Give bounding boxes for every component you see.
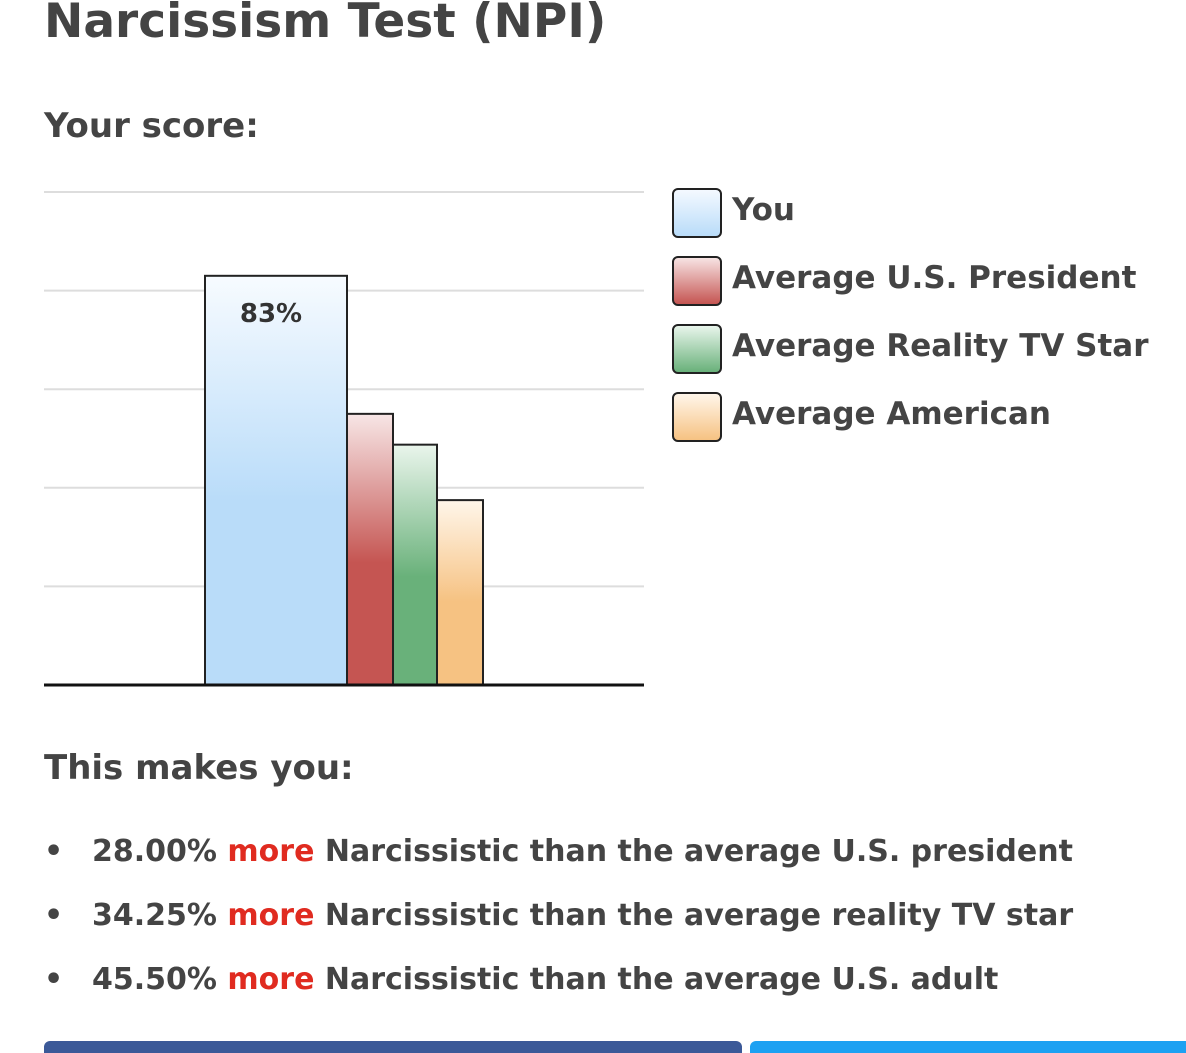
bar-average-reality-tv-star xyxy=(392,443,438,686)
legend-item-you: You xyxy=(672,188,1149,256)
comparison-list: • 28.00% more Narcissistic than the aver… xyxy=(44,834,1073,1026)
legend-label-you: You xyxy=(732,192,795,228)
bullet-icon: • xyxy=(44,962,64,997)
bar-average-u-s-president xyxy=(346,412,394,686)
comparison-percent: 45.50% xyxy=(92,962,217,997)
legend-label-average-reality-tv-star: Average Reality TV Star xyxy=(732,328,1149,364)
score-chart: 83% xyxy=(44,191,644,687)
comparison-text: Narcissistic than the average reality TV… xyxy=(324,898,1074,933)
legend-swatch-average-us-president xyxy=(672,256,722,306)
legend-swatch-average-reality-tv-star xyxy=(672,324,722,374)
comparison-more-word: more xyxy=(227,898,315,933)
comparison-item-reality-tv-star: • 34.25% more Narcissistic than the aver… xyxy=(44,898,1073,962)
makes-you-heading: This makes you: xyxy=(44,748,354,788)
comparison-text: Narcissistic than the average U.S. presi… xyxy=(324,834,1073,869)
comparison-text: Narcissistic than the average U.S. adult xyxy=(324,962,999,997)
comparison-item-us-adult: • 45.50% more Narcissistic than the aver… xyxy=(44,962,1073,1026)
bar-you xyxy=(204,274,348,686)
legend-item-average-us-president: Average U.S. President xyxy=(672,256,1149,324)
comparison-percent: 34.25% xyxy=(92,898,217,933)
legend-label-average-us-president: Average U.S. President xyxy=(732,260,1137,296)
legend-label-average-american: Average American xyxy=(732,396,1051,432)
page-title: Narcissism Test (NPI) xyxy=(44,0,607,49)
bullet-icon: • xyxy=(44,834,64,869)
score-heading: Your score: xyxy=(44,106,259,146)
comparison-percent: 28.00% xyxy=(92,834,217,869)
facebook-share-button[interactable] xyxy=(44,1041,742,1053)
chart-bars xyxy=(204,274,484,686)
comparison-item-president: • 28.00% more Narcissistic than the aver… xyxy=(44,834,1073,898)
twitter-share-button[interactable] xyxy=(750,1041,1186,1053)
data-label-you: 83% xyxy=(240,299,302,329)
comparison-more-word: more xyxy=(227,962,315,997)
chart-legend: You Average U.S. President Average Reali… xyxy=(672,188,1149,460)
comparison-more-word: more xyxy=(227,834,315,869)
legend-item-average-reality-tv-star: Average Reality TV Star xyxy=(672,324,1149,392)
legend-item-average-american: Average American xyxy=(672,392,1149,460)
bar-average-american xyxy=(436,499,484,686)
legend-swatch-average-american xyxy=(672,392,722,442)
legend-swatch-you xyxy=(672,188,722,238)
bullet-icon: • xyxy=(44,898,64,933)
chart-data-labels: 83% xyxy=(240,299,302,329)
